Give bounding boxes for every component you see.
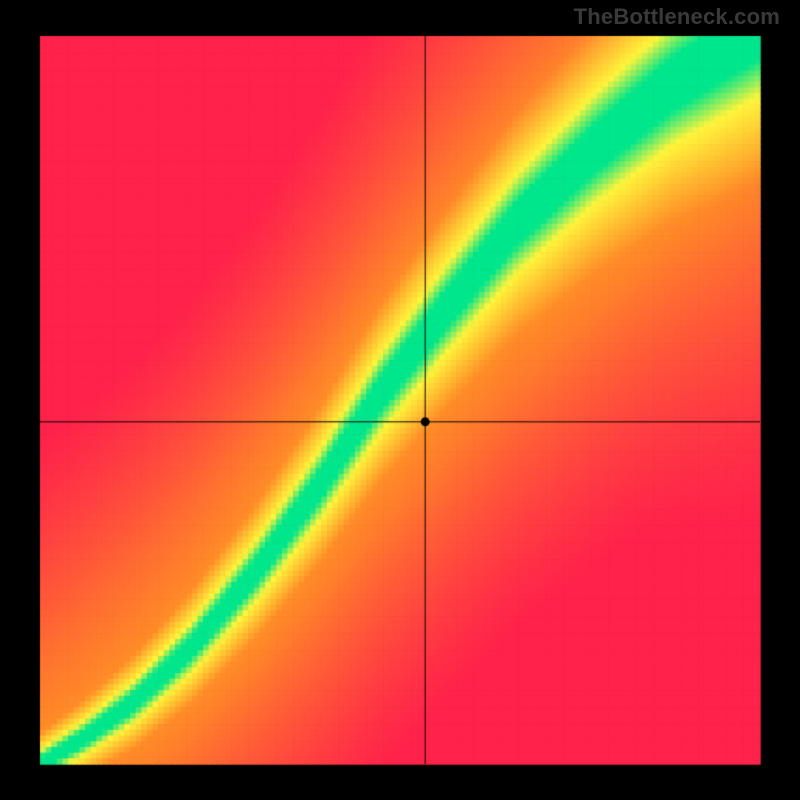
bottleneck-heatmap-canvas [0, 0, 800, 800]
watermark-label: TheBottleneck.com [574, 4, 780, 30]
